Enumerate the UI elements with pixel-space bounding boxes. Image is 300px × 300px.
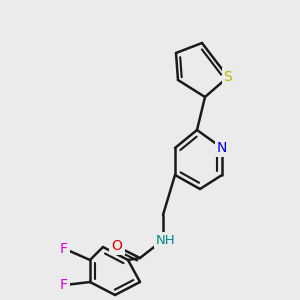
Text: F: F [60,278,68,292]
Text: F: F [60,242,68,256]
Text: N: N [217,141,227,155]
Text: O: O [112,239,122,253]
Text: NH: NH [156,233,176,247]
Text: S: S [224,70,232,84]
